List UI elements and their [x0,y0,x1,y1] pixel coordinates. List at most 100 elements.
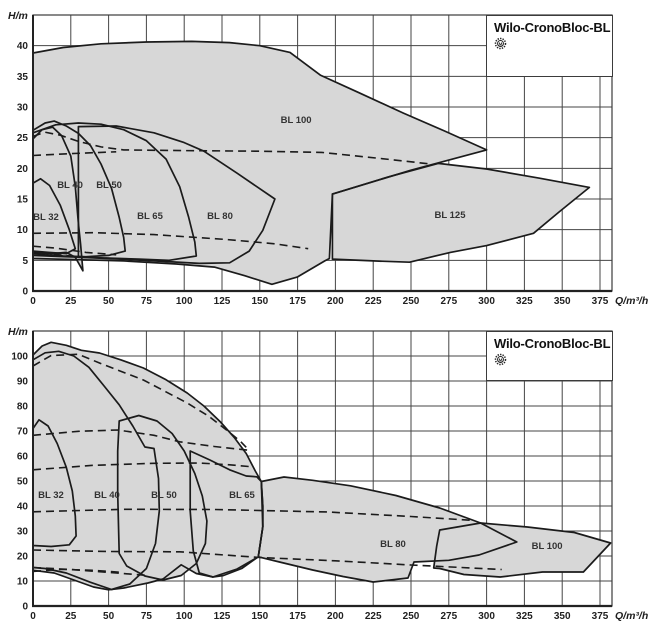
y-tick-label: 30 [17,103,29,114]
y-tick-label: 20 [17,164,29,175]
region-label: BL 40 [94,490,120,501]
x-tick-label: 300 [478,611,495,622]
envelope-fills [33,41,590,285]
y-tick-label: 10 [17,225,29,236]
svg-text:M: M [499,357,503,363]
envelope-outline [32,122,198,262]
y-tick-label: 80 [17,402,29,413]
x-tick-label: 25 [65,296,77,307]
x-tick-label: 250 [403,611,420,622]
y-tick-label: 60 [17,452,29,463]
x-tick-label: 25 [65,611,77,622]
envelope-outlines [32,341,612,591]
region-label: BL 80 [380,539,406,550]
x-tick-label: 150 [251,611,268,622]
chart-title-bottom: Wilo-CronoBloc-BL [494,336,611,351]
y-tick-label: 10 [17,577,29,588]
envelope-fill [433,523,611,577]
dashed-curve [32,429,250,452]
y-tick-label: 0 [22,287,28,298]
x-tick-label: 200 [327,296,344,307]
dashed-curve [32,462,253,471]
region-label: BL 32 [33,212,59,223]
region-label: BL 65 [229,490,255,501]
chart-top: BL 32 BL 40 BL 50 BL 65 BL 80 BL 100 BL 125 0 25… [8,10,648,307]
x-tick-label: 375 [592,611,609,622]
y-tick-label: 50 [17,477,29,488]
x-tick-label: 350 [554,296,571,307]
x-tick-label: 325 [516,611,533,622]
dashed-curve [40,252,127,260]
dashed-curve [32,245,117,256]
envelope-fills [33,342,611,590]
x-tick-label: 50 [103,296,115,307]
dashed-curve [32,566,147,577]
y-tick-label: 0 [22,602,28,613]
x-tick-label: 275 [440,611,457,622]
tick-labels: 0 25 50 75 100 125 150 175 200 225 250 275 300 325 350… [17,41,609,307]
x-tick-label: 225 [365,611,382,622]
chart-title-box-top: Wilo-CronoBloc-BL M [486,15,613,77]
x-tick-label: 0 [30,611,36,622]
chart-bottom: BL 32 BL 40 BL 50 BL 65 BL 80 BL 100 0 25 50 75 10… [8,326,648,622]
x-tick-label: 250 [403,296,420,307]
dashed-curve [32,353,247,448]
region-label: BL 100 [281,115,312,126]
envelope-outline [32,418,77,548]
x-tick-label: 175 [289,611,306,622]
x-tick-label: 350 [554,611,571,622]
region-labels: BL 32 BL 40 BL 50 BL 65 BL 80 BL 100 BL 125 [33,115,466,223]
y-axis-unit-label: H/m [8,326,28,338]
x-tick-label: 125 [214,296,231,307]
dashed-curve [32,131,431,165]
svg-text:M: M [499,41,503,47]
envelope-outline [331,162,591,264]
x-tick-label: 50 [103,611,115,622]
dashed-curves [32,353,502,577]
dashed-curve [32,231,309,250]
y-tick-label: 15 [17,195,29,206]
envelope-outline [32,177,77,255]
dashed-curve [32,151,117,157]
x-tick-label: 325 [516,296,533,307]
dashed-curve [32,549,502,571]
region-label: BL 32 [38,490,64,501]
y-tick-label: 30 [17,527,29,538]
dashed-curves [32,131,431,260]
y-tick-label: 20 [17,552,29,563]
y-tick-label: 90 [17,377,29,388]
x-tick-label: 175 [289,296,306,307]
motor-badge-icon: M [494,37,507,50]
y-tick-label: 35 [17,72,29,83]
x-tick-label: 125 [214,611,231,622]
region-label: BL 100 [532,541,563,552]
chart-title-box-bottom: Wilo-CronoBloc-BL M [486,331,613,381]
region-label: BL 50 [151,490,177,501]
x-tick-label: 375 [592,296,609,307]
x-tick-label: 75 [141,296,153,307]
region-labels: BL 32 BL 40 BL 50 BL 65 BL 80 BL 100 [38,490,562,552]
envelope-outline [32,40,488,286]
dashed-curve [32,508,475,522]
envelope-outline [32,350,161,591]
envelope-outline [32,120,127,258]
envelope-outline [116,414,208,581]
region-label: BL 50 [96,180,122,191]
x-tick-label: 275 [440,296,457,307]
dashed-curve [32,568,121,574]
region-label: BL 40 [57,180,83,191]
region-label: BL 125 [435,210,467,221]
x-tick-label: 0 [30,296,36,307]
x-tick-label: 300 [478,296,495,307]
y-tick-label: 70 [17,427,29,438]
x-tick-label: 150 [251,296,268,307]
x-tick-label: 75 [141,611,153,622]
motor-badge-icon: M [494,353,507,366]
y-axis-unit-label: H/m [8,10,28,22]
x-tick-label: 225 [365,296,382,307]
envelope-fill [117,415,207,580]
y-tick-label: 25 [17,133,29,144]
x-tick-label: 100 [176,611,193,622]
region-label: BL 80 [207,211,233,222]
